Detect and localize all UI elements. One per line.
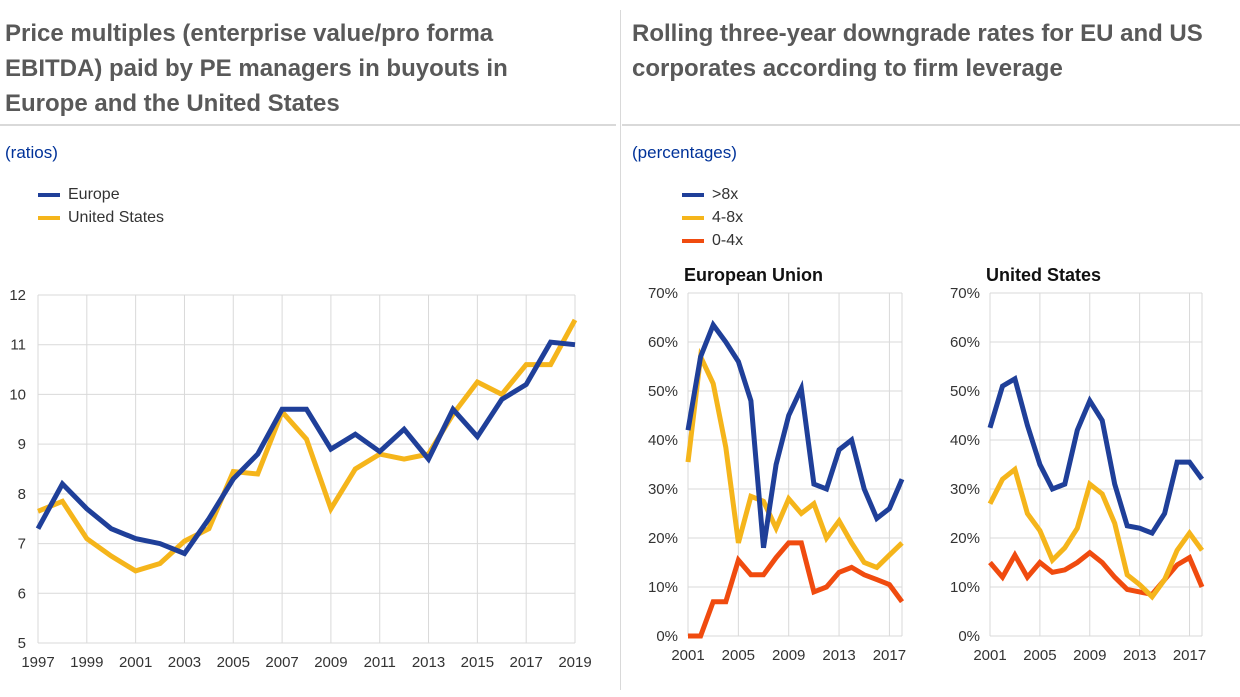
series-line-0-4x: [988, 549, 1205, 598]
right-title-rule: [622, 124, 1240, 126]
legend-swatch-europe: [38, 192, 60, 197]
price-multiples-chart: 5 6 7 8 9 10 11 12 1997 1999 2001 2003 2005 2007 2009 2…: [9, 287, 591, 671]
chart-title: European Union: [684, 265, 823, 285]
y-tick-label: 50%: [648, 383, 678, 400]
legend-label-over-8x: >8x: [712, 185, 739, 203]
y-tick-label: 60%: [648, 334, 678, 351]
y-tick-label: 6: [18, 585, 26, 602]
right-units-label: (percentages): [632, 143, 737, 162]
legend-label-europe: Europe: [68, 185, 120, 203]
us-downgrade-chart: United States 0% 10% 20% 30% 40% 50% 60% 70% 2001…: [950, 265, 1206, 664]
left-legend: Europe United States: [38, 183, 164, 229]
x-tick-label: 2015: [461, 654, 494, 671]
left-title-rule: [0, 124, 616, 126]
panel-divider: [620, 10, 621, 690]
y-tick-label: 30%: [648, 481, 678, 498]
y-tick-label: 10%: [950, 579, 980, 596]
x-tick-label: 2005: [1023, 647, 1056, 664]
series-line-over-8x: [987, 374, 1205, 537]
legend-item-europe: Europe: [38, 183, 164, 206]
x-tick-label: 2001: [671, 647, 704, 664]
x-tick-label: 2017: [509, 654, 542, 671]
left-units-label: (ratios): [5, 143, 58, 162]
x-tick-label: 2009: [772, 647, 805, 664]
y-tick-label: 0%: [958, 628, 980, 645]
x-tick-label: 2003: [168, 654, 201, 671]
right-panel-title: Rolling three-year downgrade rates for E…: [632, 20, 1203, 82]
left-panel-title: Price multiples (enterprise value/pro fo…: [5, 20, 508, 117]
legend-item-0-4x: 0-4x: [682, 229, 743, 252]
series-line-4-8x: [987, 465, 1205, 601]
y-tick-label: 40%: [648, 432, 678, 449]
x-tick-label: 2005: [722, 647, 755, 664]
x-tick-label: 2011: [364, 654, 396, 671]
x-tick-label: 2001: [119, 654, 152, 671]
y-tick-label: 9: [18, 436, 26, 453]
x-tick-label: 2019: [558, 654, 591, 671]
x-tick-label: 2013: [1123, 647, 1156, 664]
x-tick-label: 2007: [265, 654, 298, 671]
x-tick-label: 2013: [822, 647, 855, 664]
y-tick-label: 10: [9, 386, 26, 403]
legend-label-0-4x: 0-4x: [712, 231, 744, 249]
y-tick-label: 40%: [950, 432, 980, 449]
y-tick-label: 70%: [648, 285, 678, 302]
y-tick-label: 30%: [950, 481, 980, 498]
y-tick-label: 0%: [656, 628, 678, 645]
y-tick-label: 50%: [950, 383, 980, 400]
y-tick-label: 60%: [950, 334, 980, 351]
x-tick-label: 1999: [70, 654, 103, 671]
series-line-united-states: [37, 318, 578, 574]
legend-item-over-8x: >8x: [682, 183, 743, 206]
legend-label-united-states: United States: [68, 208, 165, 226]
y-tick-label: 7: [18, 536, 26, 553]
x-tick-label: 2017: [1173, 647, 1206, 664]
y-tick-label: 5: [18, 635, 26, 652]
x-tick-label: 2017: [873, 647, 906, 664]
y-tick-label: 12: [9, 287, 26, 304]
legend-swatch-0-4x: [682, 238, 704, 243]
legend-item-4-8x: 4-8x: [682, 206, 743, 229]
y-tick-label: 8: [18, 486, 26, 503]
y-tick-label: 10%: [648, 579, 678, 596]
x-tick-label: 2005: [217, 654, 250, 671]
legend-label-4-8x: 4-8x: [712, 208, 744, 226]
legend-swatch-over-8x: [682, 192, 704, 197]
x-tick-label: 2009: [314, 654, 347, 671]
series-line-0-4x: [688, 540, 905, 639]
x-tick-label: 2013: [412, 654, 445, 671]
right-legend: >8x 4-8x 0-4x: [682, 183, 743, 252]
series-line-4-8x: [685, 347, 904, 571]
series-line-europe: [35, 339, 576, 557]
legend-swatch-united-states: [38, 215, 60, 220]
legend-swatch-4-8x: [682, 215, 704, 220]
legend-item-united-states: United States: [38, 206, 164, 229]
x-tick-label: 1997: [21, 654, 54, 671]
chart-title: United States: [986, 265, 1101, 285]
series-line-over-8x: [685, 319, 905, 549]
x-tick-label: 2009: [1073, 647, 1106, 664]
x-tick-label: 2001: [973, 647, 1006, 664]
y-tick-label: 20%: [648, 530, 678, 547]
y-tick-label: 11: [10, 337, 26, 354]
eu-downgrade-chart: European Union 0% 10% 20% 30% 40% 50% 60% 70% 200…: [648, 265, 906, 664]
y-tick-label: 70%: [950, 285, 980, 302]
y-tick-label: 20%: [950, 530, 980, 547]
